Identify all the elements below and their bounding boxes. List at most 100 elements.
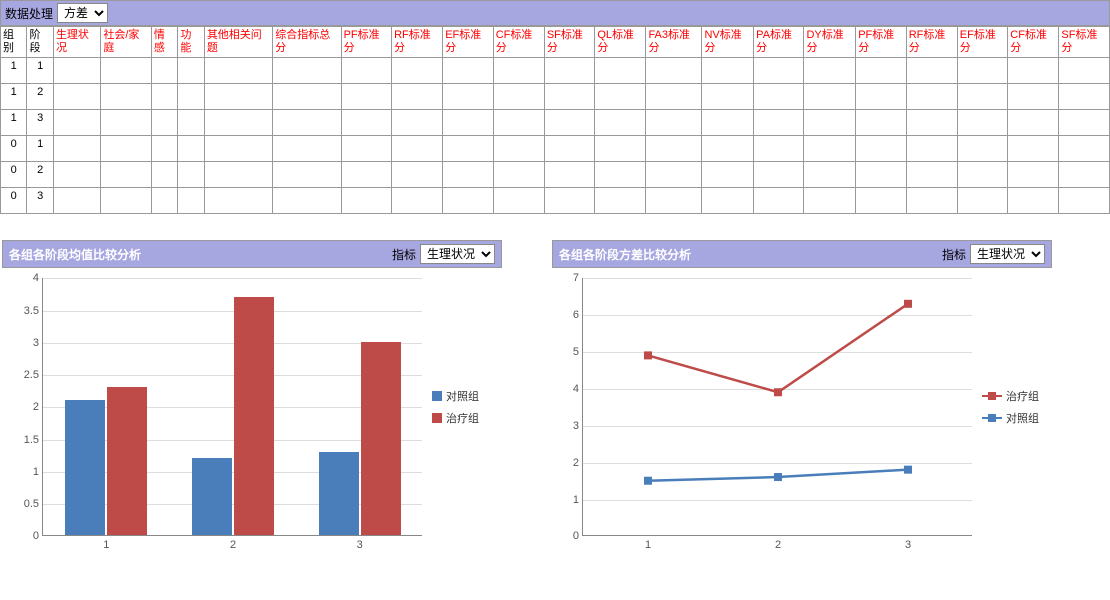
table-cell — [443, 110, 494, 136]
y-axis-tick: 1 — [33, 466, 43, 478]
table-cell — [754, 110, 804, 136]
table-cell — [392, 84, 443, 110]
table-cell — [443, 162, 494, 188]
table-cell — [856, 84, 907, 110]
table-cell — [544, 136, 595, 162]
table-cell — [957, 136, 1008, 162]
column-header: 组别 — [1, 27, 27, 58]
table-cell — [702, 84, 754, 110]
table-cell — [341, 162, 392, 188]
table-cell — [151, 136, 177, 162]
column-header: SF标准分 — [544, 27, 595, 58]
table-cell — [702, 162, 754, 188]
x-axis-tick: 3 — [357, 535, 363, 551]
table-cell — [754, 84, 804, 110]
column-header: DY标准分 — [804, 27, 856, 58]
table-cell — [101, 162, 152, 188]
table-cell — [204, 110, 272, 136]
table-cell — [273, 136, 341, 162]
table-cell — [544, 188, 595, 214]
table-cell — [646, 58, 702, 84]
table-cell: 0 — [1, 162, 27, 188]
table-cell — [702, 188, 754, 214]
table-cell — [204, 136, 272, 162]
variance-indicator-select[interactable]: 生理状况 — [970, 244, 1045, 264]
legend-item: 治疗组 — [432, 410, 479, 426]
table-cell: 0 — [1, 136, 27, 162]
table-cell — [906, 58, 957, 84]
table-cell — [595, 58, 646, 84]
table-cell — [178, 58, 204, 84]
table-cell — [544, 162, 595, 188]
table-cell — [754, 58, 804, 84]
table-cell: 1 — [27, 136, 53, 162]
y-axis-tick: 2 — [33, 401, 43, 413]
table-cell — [1059, 162, 1110, 188]
table-cell — [856, 58, 907, 84]
column-header: 生理状况 — [53, 27, 100, 58]
table-cell — [204, 162, 272, 188]
table-cell — [754, 162, 804, 188]
table-cell — [101, 84, 152, 110]
data-process-label: 数据处理 — [5, 5, 53, 22]
table-cell: 2 — [27, 162, 53, 188]
table-cell — [595, 136, 646, 162]
table-cell — [804, 188, 856, 214]
column-header: EF标准分 — [957, 27, 1008, 58]
mean-chart-panel: 各组各阶段均值比较分析 指标 生理状况 00.511.522.533.54123… — [2, 240, 502, 548]
mean-indicator-select[interactable]: 生理状况 — [420, 244, 495, 264]
variance-chart-panel: 各组各阶段方差比较分析 指标 生理状况 01234567123治疗组对照组 — [552, 240, 1052, 548]
table-cell — [595, 188, 646, 214]
y-axis-tick: 0 — [33, 530, 43, 542]
table-cell — [178, 84, 204, 110]
table-cell — [1008, 188, 1059, 214]
table-cell: 1 — [1, 110, 27, 136]
table-cell: 2 — [27, 84, 53, 110]
table-cell — [493, 58, 544, 84]
table-row: 02 — [1, 162, 1110, 188]
table-cell: 1 — [1, 84, 27, 110]
variance-chart-header: 各组各阶段方差比较分析 指标 生理状况 — [552, 240, 1052, 268]
table-cell — [53, 188, 100, 214]
table-cell — [957, 110, 1008, 136]
table-cell — [906, 188, 957, 214]
table-cell — [493, 188, 544, 214]
data-process-select[interactable]: 方差 — [57, 3, 108, 23]
table-cell — [646, 162, 702, 188]
y-axis-tick: 6 — [573, 309, 583, 321]
variance-indicator-label: 指标 — [942, 246, 966, 263]
table-cell — [1059, 136, 1110, 162]
table-cell — [1008, 58, 1059, 84]
table-cell — [392, 110, 443, 136]
table-cell — [906, 162, 957, 188]
table-cell — [957, 162, 1008, 188]
column-header: 综合指标总分 — [273, 27, 341, 58]
data-table: 组别阶段生理状况社会/家庭情感功能其他相关问题综合指标总分PF标准分RF标准分E… — [0, 26, 1110, 214]
column-header: EF标准分 — [443, 27, 494, 58]
y-axis-tick: 7 — [573, 272, 583, 284]
table-cell — [595, 84, 646, 110]
y-axis-tick: 4 — [33, 272, 43, 284]
table-cell — [151, 110, 177, 136]
table-row: 03 — [1, 188, 1110, 214]
column-header: QL标准分 — [595, 27, 646, 58]
x-axis-tick: 1 — [103, 535, 109, 551]
table-cell — [1008, 136, 1059, 162]
bar — [65, 400, 105, 535]
column-header: PA标准分 — [754, 27, 804, 58]
table-cell — [646, 188, 702, 214]
y-axis-tick: 3 — [33, 337, 43, 349]
table-cell — [273, 110, 341, 136]
column-header: CF标准分 — [1008, 27, 1059, 58]
x-axis-tick: 1 — [645, 535, 651, 551]
table-cell — [856, 188, 907, 214]
table-cell — [906, 110, 957, 136]
table-cell — [804, 58, 856, 84]
table-cell — [392, 162, 443, 188]
table-cell — [178, 162, 204, 188]
table-cell — [544, 58, 595, 84]
y-axis-tick: 1.5 — [24, 434, 43, 446]
table-cell — [804, 136, 856, 162]
table-cell — [493, 84, 544, 110]
table-cell — [493, 136, 544, 162]
